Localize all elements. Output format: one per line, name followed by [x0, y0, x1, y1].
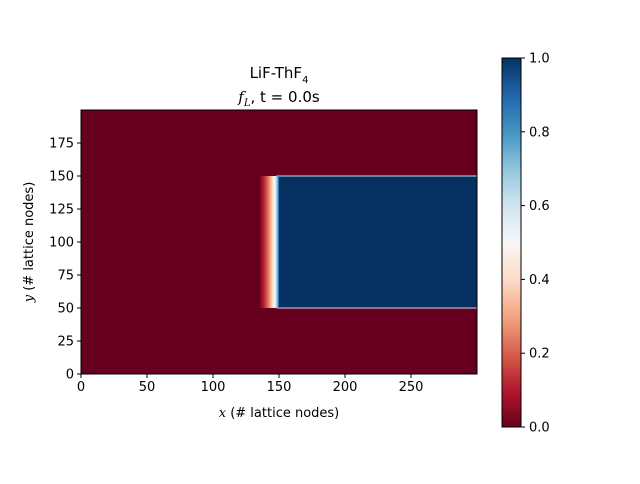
colorbar: 0.0 0.2 0.4 0.6 0.8 1.0 [501, 52, 550, 436]
colorbar-tick-label: 0.4 [529, 273, 550, 288]
y-tick-label: 50 [57, 302, 74, 317]
y-tick-label: 0 [66, 368, 74, 383]
x-tick-label: 100 [201, 380, 226, 395]
title-variable-subscript: L [243, 98, 251, 109]
interface-band [259, 176, 279, 308]
x-tick-label: 0 [77, 380, 85, 395]
x-tick-label: 250 [399, 380, 424, 395]
colorbar-tick-label: 0.0 [529, 421, 550, 436]
y-axis-variable: y [22, 294, 37, 303]
y-tick-label: 150 [49, 170, 74, 185]
colorbar-frame [501, 57, 522, 428]
x-axis-label: x (# lattice nodes) [219, 406, 340, 421]
x-tick-label: 200 [333, 380, 358, 395]
colorbar-tick-label: 0.8 [529, 125, 550, 140]
y-tick-label: 125 [49, 203, 74, 218]
chart-title-line2: fL, t = 0.0s [237, 88, 320, 109]
colorbar-tick-label: 0.6 [529, 199, 550, 214]
y-axis-label: y (# lattice nodes) [22, 182, 37, 304]
y-tick-label: 175 [49, 137, 74, 152]
x-tick-label: 50 [139, 380, 156, 395]
y-tick-label: 25 [57, 335, 74, 350]
chart-title-line1: LiF-ThF4 [250, 64, 309, 86]
title-time: , t = 0.0s [251, 88, 320, 106]
x-axis-variable: x [219, 406, 227, 421]
title-subscript: 4 [302, 75, 308, 86]
x-tick-label: 150 [267, 380, 292, 395]
colorbar-gradient [502, 58, 521, 427]
plot-area: 0 50 100 150 200 250 0 25 50 75 100 125 150 175 [49, 109, 478, 395]
y-axis-unit: (# lattice nodes) [22, 182, 37, 295]
colorbar-tick-label: 0.2 [529, 347, 550, 362]
title-main: LiF-ThF [250, 64, 303, 82]
title-variable: f [237, 88, 246, 106]
liquid-region [276, 176, 477, 308]
y-tick-label: 75 [57, 269, 74, 284]
x-axis-unit: (# lattice nodes) [226, 406, 339, 421]
y-tick-label: 100 [49, 236, 74, 251]
colorbar-tick-label: 1.0 [529, 52, 550, 67]
